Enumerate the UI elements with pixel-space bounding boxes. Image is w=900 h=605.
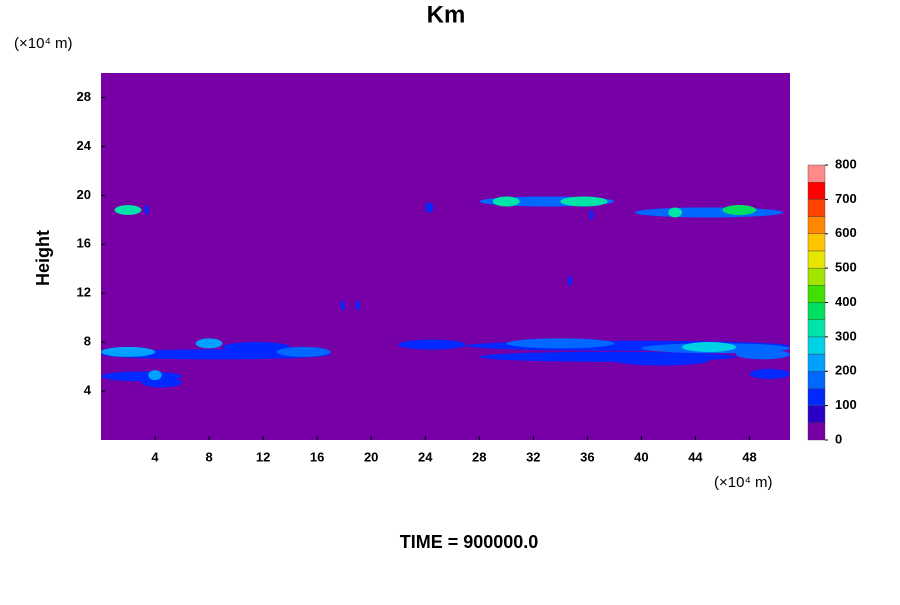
- colorbar-band: [807, 388, 826, 406]
- x-tick-label: 16: [310, 449, 324, 464]
- contour-region: [668, 207, 682, 218]
- colorbar-tick-label: 300: [835, 328, 857, 343]
- x-tick-label: 40: [634, 449, 648, 464]
- x-unit: (×10⁴ m): [714, 474, 773, 491]
- contour-region: [340, 300, 345, 311]
- colorbar-band: [807, 164, 826, 183]
- y-tick-label: 24: [77, 138, 92, 153]
- x-tick-label: 24: [418, 449, 433, 464]
- colorbar-band: [807, 371, 826, 389]
- contour-region: [101, 346, 156, 357]
- y-tick-label: 4: [84, 383, 92, 398]
- colorbar-band: [807, 422, 826, 441]
- contour-region: [506, 338, 615, 349]
- contour-region: [276, 346, 331, 357]
- contour-region: [100, 349, 331, 360]
- contour-region: [144, 205, 149, 216]
- colorbar-tick-label: 600: [835, 225, 857, 240]
- contour-region: [589, 209, 594, 220]
- colorbar-band: [807, 250, 826, 269]
- contour-region: [141, 377, 183, 388]
- contour-region: [681, 342, 736, 353]
- y-tick-label: 28: [77, 89, 91, 104]
- contour-region: [560, 196, 608, 207]
- x-tick-label: 12: [256, 449, 270, 464]
- colorbar-band: [807, 353, 826, 372]
- colorbar-tick-label: 400: [835, 294, 857, 309]
- contour-region: [735, 349, 790, 360]
- contour-region: [634, 207, 784, 218]
- x-tick-label: 8: [205, 449, 212, 464]
- y-tick-label: 16: [77, 236, 91, 251]
- y-unit: (×10⁴ m): [14, 35, 73, 52]
- colorbar-band: [807, 181, 826, 200]
- x-tick-label: 36: [580, 449, 594, 464]
- chart-title: Km: [427, 1, 466, 28]
- contour-region: [114, 205, 142, 216]
- footer: TIME = 900000.0: [400, 532, 539, 552]
- contour-region: [749, 368, 790, 379]
- contour-region: [425, 202, 434, 213]
- contour-region: [567, 275, 572, 286]
- colorbar-band: [807, 199, 826, 217]
- contour-region: [148, 370, 162, 381]
- colorbar-band: [807, 216, 826, 234]
- colorbar-tick-label: 100: [835, 397, 857, 412]
- y-tick-label: 20: [77, 187, 91, 202]
- colorbar-band: [807, 336, 826, 355]
- colorbar-tick-label: 200: [835, 363, 857, 378]
- x-tick-label: 44: [688, 449, 703, 464]
- x-tick-label: 4: [151, 449, 159, 464]
- contour-region: [222, 342, 291, 353]
- colorbar-band: [807, 319, 826, 338]
- plot-background: [101, 73, 790, 440]
- colorbar-band: [807, 302, 826, 320]
- colorbar-tick-label: 500: [835, 260, 857, 275]
- y-axis-label: Height: [33, 230, 53, 286]
- contour-region: [355, 300, 360, 311]
- y-tick-label: 8: [84, 334, 91, 349]
- colorbar-band: [807, 285, 826, 303]
- colorbar-band: [807, 267, 826, 286]
- x-tick-label: 20: [364, 449, 378, 464]
- y-tick-label: 12: [77, 285, 91, 300]
- colorbar-band: [807, 405, 826, 424]
- x-tick-label: 28: [472, 449, 486, 464]
- contour-region: [614, 355, 709, 366]
- colorbar-tick-label: 0: [835, 431, 842, 446]
- x-tick-label: 32: [526, 449, 540, 464]
- colorbar-band: [807, 233, 826, 252]
- contour-region: [492, 196, 520, 207]
- colorbar-tick-label: 800: [835, 156, 857, 171]
- contour-region: [398, 339, 466, 350]
- contour-region: [722, 205, 757, 216]
- colorbar-tick-label: 700: [835, 191, 857, 206]
- contour-region: [195, 338, 223, 349]
- x-tick-label: 48: [742, 449, 756, 464]
